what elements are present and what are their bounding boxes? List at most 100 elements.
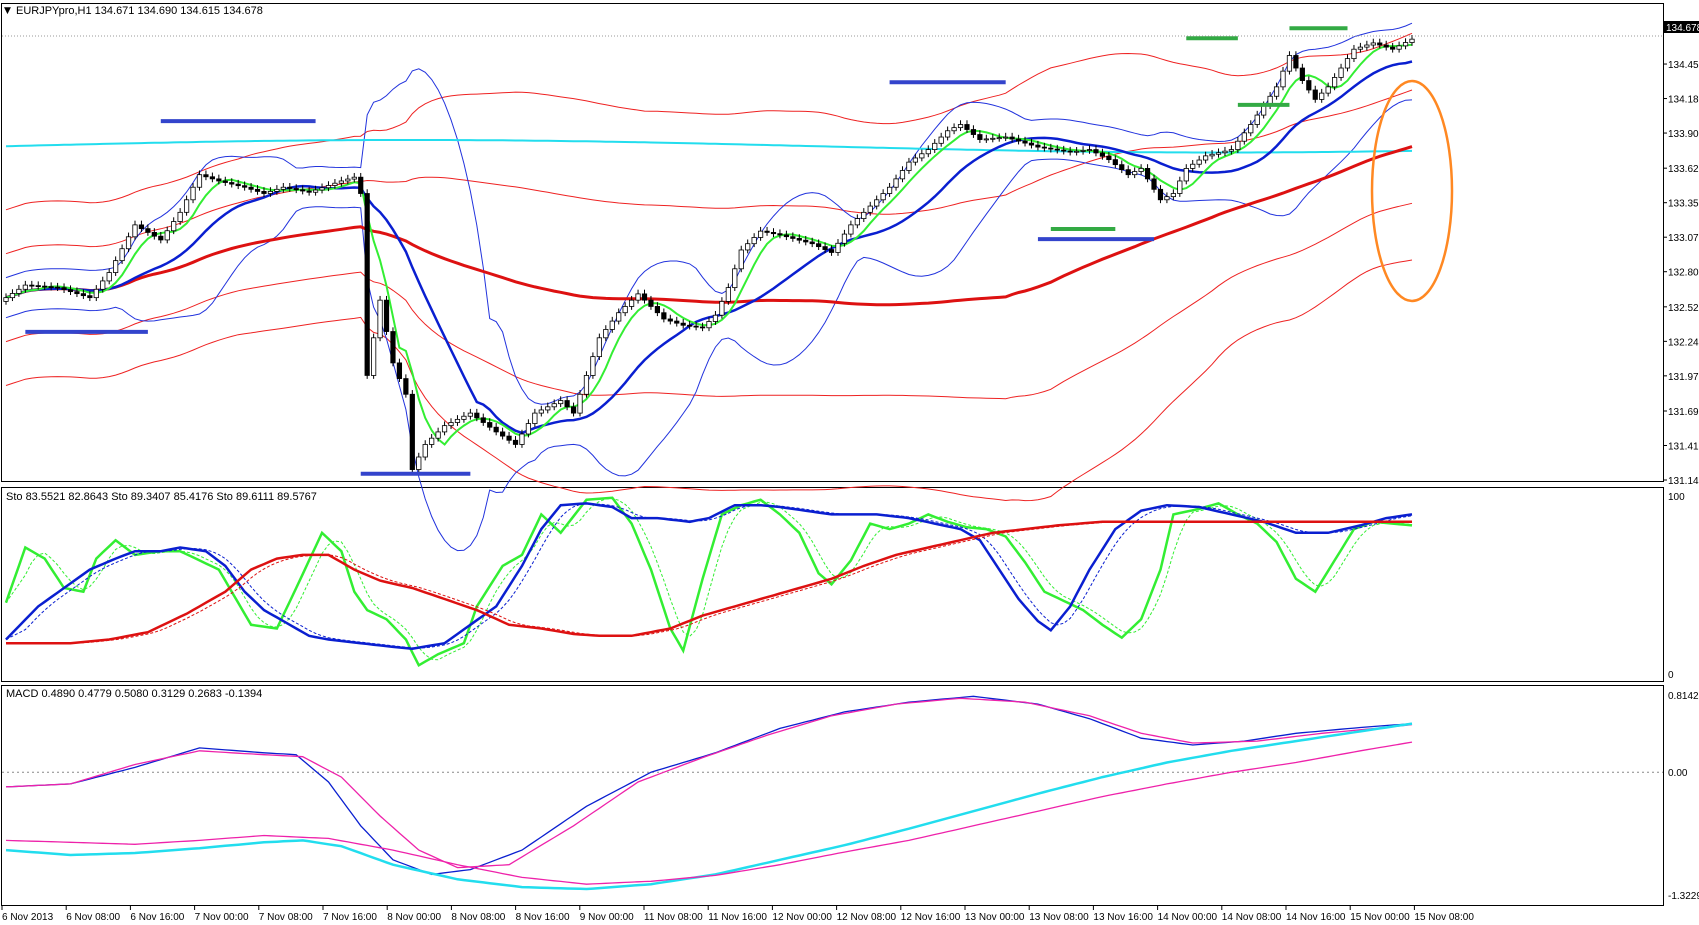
bollinger-band-blue-line [5, 22, 1413, 405]
candle-body [577, 393, 583, 414]
candle-body [119, 248, 125, 262]
time-axis-label: 8 Nov 08:00 [451, 912, 505, 923]
candle-body [699, 326, 706, 329]
candle-body [822, 246, 828, 250]
candlestick [1364, 40, 1370, 51]
candle-body [1183, 168, 1189, 182]
candlestick [532, 408, 538, 427]
candlestick [1254, 110, 1260, 128]
candlestick [261, 187, 267, 197]
candle-body [1170, 193, 1176, 198]
candle-body [874, 199, 880, 207]
candle-body [467, 412, 473, 417]
candle-body [1196, 159, 1202, 165]
candlestick [712, 310, 719, 325]
chart-dropdown-icon[interactable]: ▼ [4, 6, 11, 16]
candle-body [590, 356, 596, 376]
candle-body [945, 130, 951, 138]
candle-body [1325, 86, 1331, 94]
candlestick [409, 390, 415, 473]
time-axis-label: 6 Nov 2013 [2, 912, 54, 923]
candlestick [1015, 134, 1022, 145]
candlestick [319, 183, 325, 194]
candlestick [1022, 136, 1028, 147]
candlestick [622, 302, 628, 317]
candlestick [74, 287, 80, 298]
candle-body [54, 286, 61, 289]
candlestick [364, 189, 370, 379]
candle-body [1273, 86, 1280, 97]
candlestick [1196, 155, 1202, 168]
candle-body [190, 186, 196, 201]
candlestick [487, 418, 493, 431]
candle-body [1377, 42, 1383, 46]
candlestick [1396, 41, 1402, 53]
stoch-panel-frame [1, 487, 1664, 682]
candlestick [1215, 148, 1222, 158]
candlestick [138, 220, 145, 233]
candlestick [1125, 165, 1131, 179]
candle-body [332, 182, 338, 186]
candle-body [487, 422, 493, 428]
candle-body [1138, 168, 1144, 172]
candle-body [1254, 114, 1260, 125]
candlestick [854, 214, 860, 229]
candlestick [822, 242, 828, 253]
candle-body [441, 425, 448, 433]
candle-body [1067, 150, 1073, 153]
candle-body [222, 180, 228, 183]
candlestick [164, 226, 170, 244]
candle-body [706, 321, 712, 329]
candle-body [648, 299, 654, 307]
candle-body [1106, 155, 1112, 161]
candlestick [448, 418, 454, 430]
candlestick [564, 396, 570, 411]
candle-body [932, 142, 938, 150]
time-axis-label: 15 Nov 08:00 [1414, 912, 1474, 923]
candlestick [835, 239, 841, 256]
candlestick [151, 228, 157, 240]
candle-body [1177, 180, 1183, 194]
candlestick [596, 333, 602, 361]
candlestick [132, 220, 138, 241]
candlestick [583, 371, 590, 398]
candle-body [545, 406, 551, 411]
candle-body [1209, 153, 1215, 157]
price-axis-label: 131.970 [1668, 372, 1699, 383]
candlestick [1164, 192, 1170, 204]
candlestick [603, 325, 609, 342]
candle-body [680, 322, 686, 326]
candle-body [1319, 92, 1325, 100]
candle-body [209, 176, 215, 180]
candle-body [848, 224, 854, 235]
price-axis-label: 133.905 [1668, 129, 1699, 140]
candle-body [474, 412, 480, 419]
time-axis-label: 8 Nov 00:00 [387, 912, 441, 923]
candlestick [274, 185, 280, 195]
red-moving-average-line [5, 145, 1413, 307]
candlestick [377, 295, 383, 342]
candlestick [1241, 128, 1247, 145]
candle-body [970, 129, 977, 135]
candlestick [61, 283, 67, 294]
candlestick [945, 126, 951, 141]
candle-body [171, 221, 177, 232]
candle-body [1286, 55, 1293, 72]
candle-body [1299, 67, 1305, 81]
candlestick [1170, 189, 1176, 201]
candle-body [429, 437, 435, 445]
candlestick [287, 183, 293, 192]
candlestick [1132, 167, 1138, 179]
candlestick [480, 413, 486, 426]
candlestick [648, 295, 654, 310]
candlestick [1312, 85, 1318, 103]
candlestick [1048, 143, 1054, 153]
macd-panel-frame [1, 685, 1664, 906]
candle-body [9, 293, 16, 299]
candle-body [757, 230, 764, 238]
candlestick [932, 139, 938, 153]
candle-body [409, 393, 415, 470]
candle-body [1383, 44, 1389, 48]
candle-body [1203, 155, 1209, 161]
